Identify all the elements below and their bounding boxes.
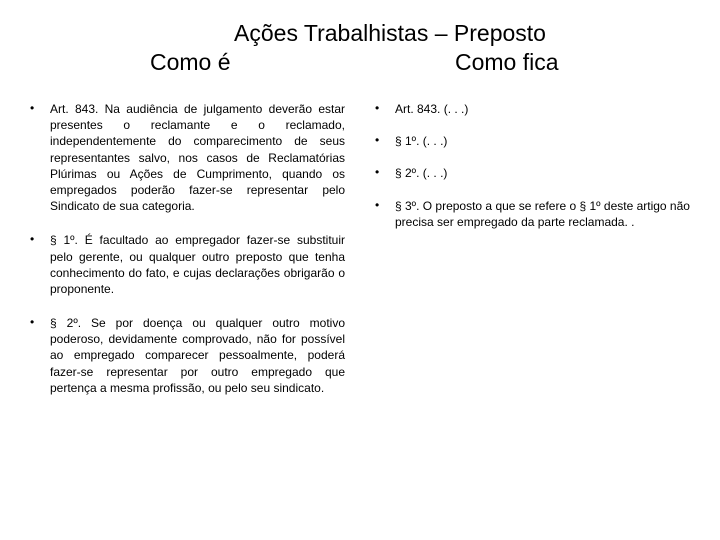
subtitle-right: Como fica [385, 49, 690, 76]
content-columns: • Art. 843. Na audiência de julgamento d… [30, 101, 690, 414]
list-item: • § 3º. O preposto a que se refere o § 1… [375, 198, 690, 230]
item-text: § 2º. Se por doença ou qualquer outro mo… [50, 315, 345, 396]
bullet-icon: • [30, 101, 50, 214]
bullet-icon: • [375, 198, 395, 230]
main-title: Ações Trabalhistas – Preposto [30, 20, 690, 47]
bullet-icon: • [375, 165, 395, 181]
item-text: Art. 843. Na audiência de julgamento dev… [50, 101, 345, 214]
list-item: • § 1º. É facultado ao empregador fazer-… [30, 232, 345, 297]
list-item: • Art. 843. (. . .) [375, 101, 690, 117]
subtitle-left: Como é [30, 49, 385, 76]
item-text: § 1º. (. . .) [395, 133, 690, 149]
subtitle-row: Como é Como fica [30, 49, 690, 76]
bullet-icon: • [375, 133, 395, 149]
list-item: • § 2º. (. . .) [375, 165, 690, 181]
right-column: • Art. 843. (. . .) • § 1º. (. . .) • § … [375, 101, 690, 414]
bullet-icon: • [375, 101, 395, 117]
list-item: • § 2º. Se por doença ou qualquer outro … [30, 315, 345, 396]
bullet-icon: • [30, 232, 50, 297]
item-text: Art. 843. (. . .) [395, 101, 690, 117]
item-text: § 1º. É facultado ao empregador fazer-se… [50, 232, 345, 297]
list-item: • § 1º. (. . .) [375, 133, 690, 149]
bullet-icon: • [30, 315, 50, 396]
item-text: § 3º. O preposto a que se refere o § 1º … [395, 198, 690, 230]
list-item: • Art. 843. Na audiência de julgamento d… [30, 101, 345, 214]
item-text: § 2º. (. . .) [395, 165, 690, 181]
left-column: • Art. 843. Na audiência de julgamento d… [30, 101, 345, 414]
